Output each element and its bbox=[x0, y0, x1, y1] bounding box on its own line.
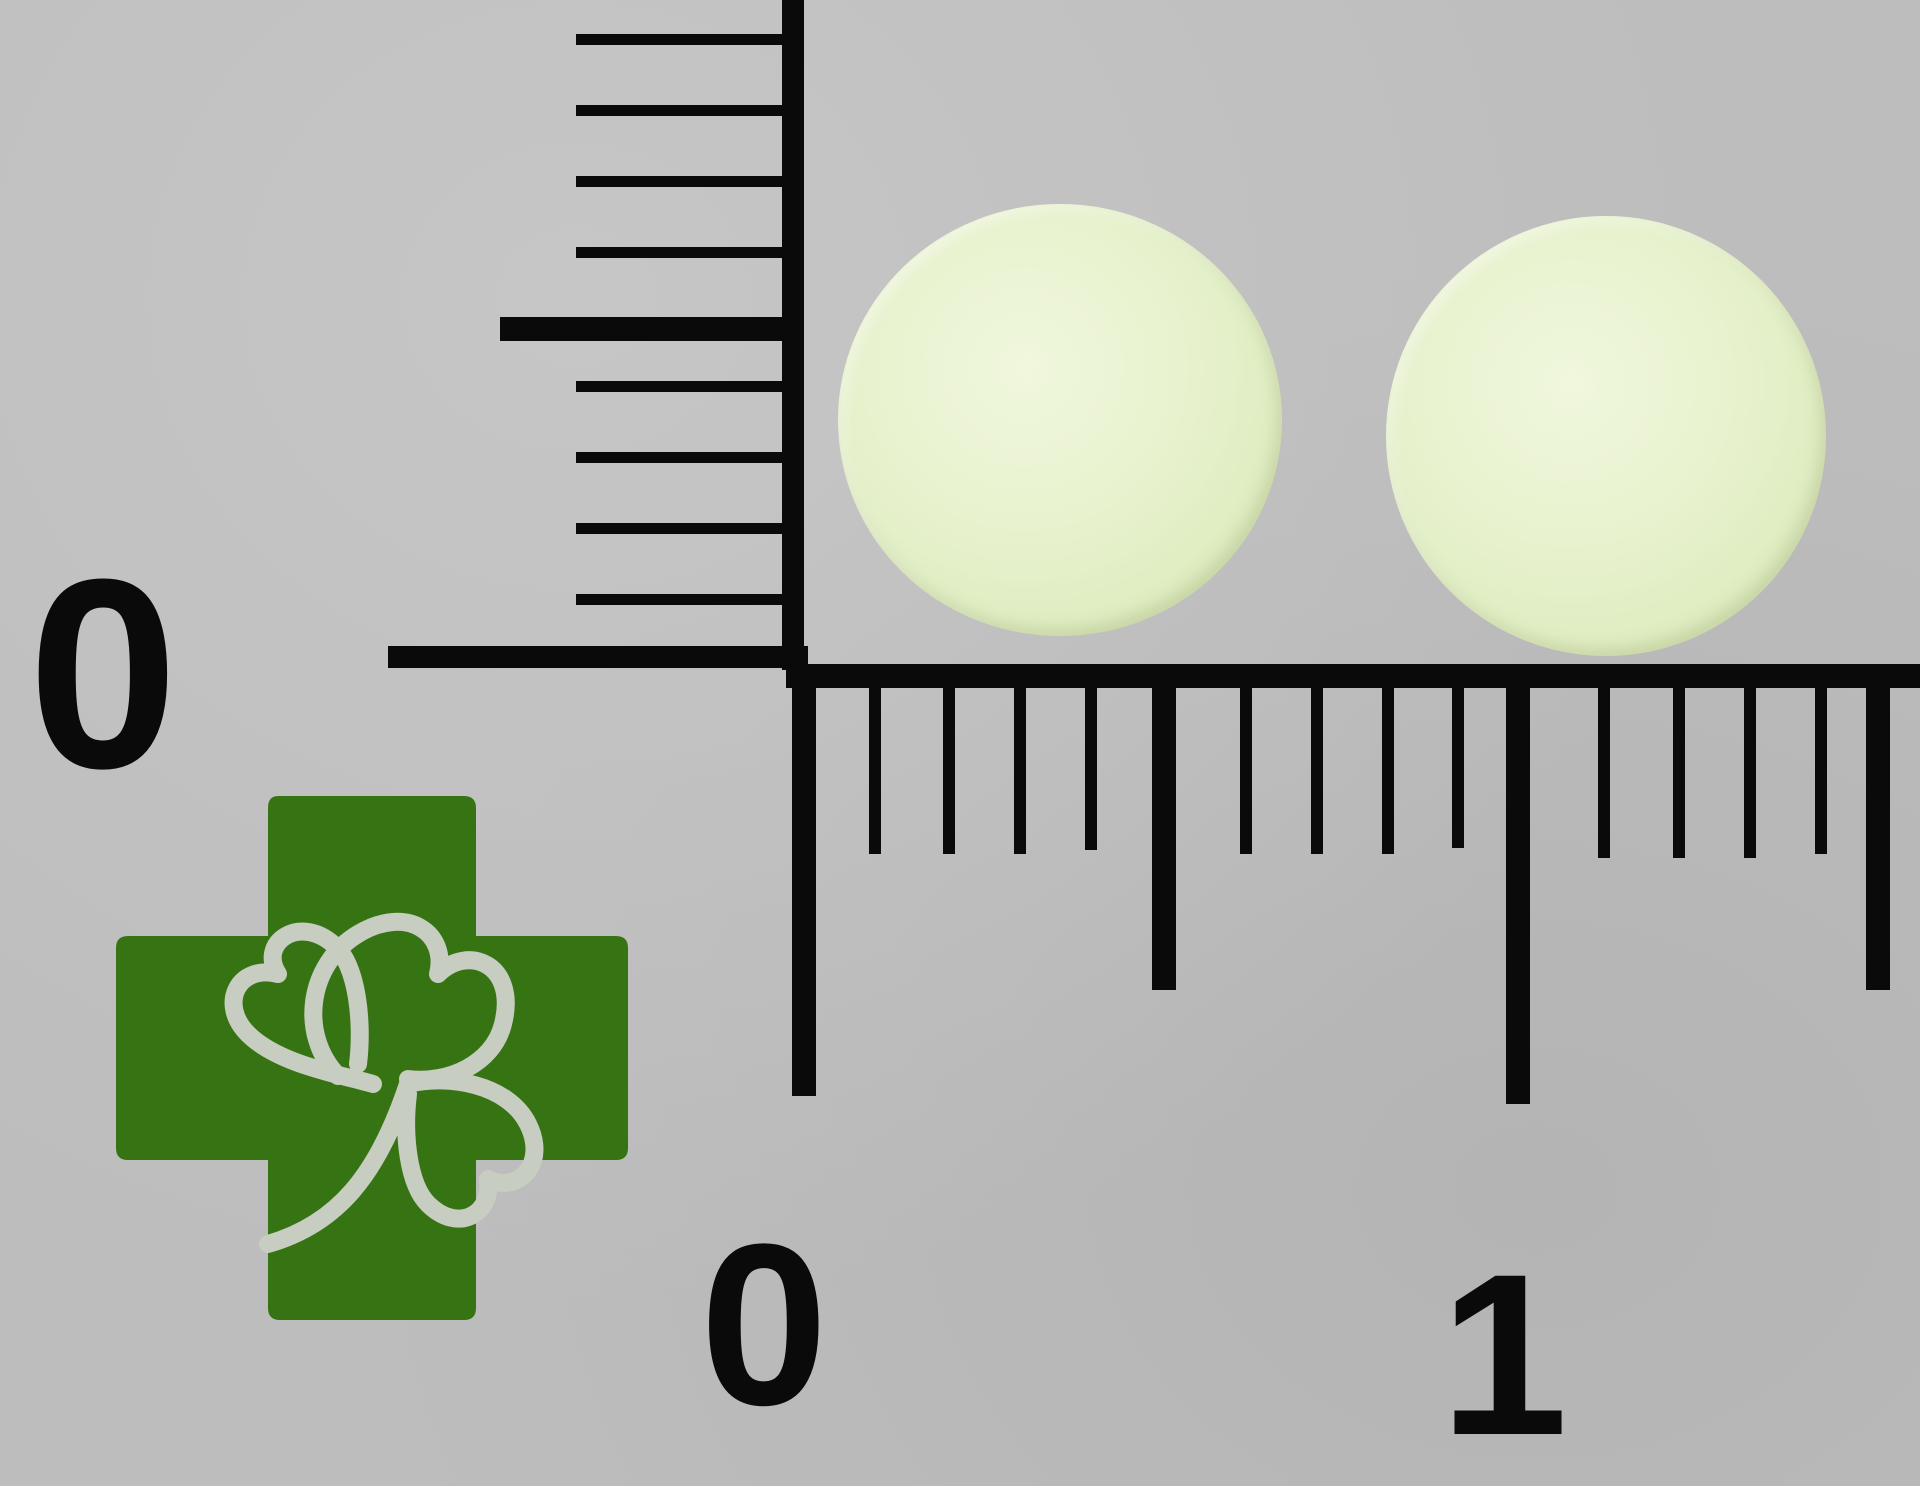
vertical-ruler-tick bbox=[576, 247, 782, 258]
horizontal-ruler-tick bbox=[1311, 688, 1323, 854]
vertical-ruler-tick bbox=[576, 381, 782, 392]
horizontal-ruler-tick bbox=[1240, 688, 1252, 854]
horizontal-ruler-tick bbox=[1815, 688, 1827, 854]
vertical-ruler-tick bbox=[576, 523, 782, 534]
horizontal-ruler-tick bbox=[1085, 688, 1097, 850]
vertical-ruler-zero-tick bbox=[388, 646, 808, 668]
vertical-ruler-tick bbox=[576, 34, 782, 45]
horizontal-ruler-tick bbox=[1744, 688, 1756, 858]
horizontal-ruler-one-tick bbox=[1506, 688, 1530, 1104]
horizontal-ruler-tick bbox=[1452, 688, 1464, 848]
vertical-ruler-tick bbox=[576, 452, 782, 463]
horizontal-ruler-tick bbox=[1382, 688, 1394, 854]
vertical-ruler-tick bbox=[576, 594, 782, 605]
horizontal-ruler-tick bbox=[869, 688, 881, 854]
vertical-ruler-zero-label: 0 bbox=[28, 524, 179, 825]
vertical-ruler-tick bbox=[576, 105, 782, 116]
horizontal-ruler-tick bbox=[1598, 688, 1610, 858]
tablet bbox=[838, 204, 1282, 636]
horizontal-ruler-major-tick bbox=[1152, 688, 1176, 990]
vertical-ruler-spine bbox=[782, 0, 804, 670]
horizontal-ruler-tick bbox=[1673, 688, 1685, 858]
vertical-ruler-tick bbox=[576, 176, 782, 187]
shamrock-cross-icon bbox=[116, 796, 628, 1320]
horizontal-ruler-zero-tick bbox=[792, 664, 816, 1096]
horizontal-ruler-spine bbox=[786, 664, 1920, 688]
tablet bbox=[1386, 216, 1826, 656]
horizontal-ruler-tick bbox=[943, 688, 955, 854]
horizontal-ruler-zero-label: 0 bbox=[700, 1196, 828, 1453]
vertical-ruler-major-tick bbox=[500, 317, 782, 341]
horizontal-ruler-major-tick bbox=[1866, 688, 1890, 990]
horizontal-ruler-tick bbox=[1014, 688, 1026, 854]
horizontal-ruler-one-label: 1 bbox=[1440, 1226, 1568, 1483]
